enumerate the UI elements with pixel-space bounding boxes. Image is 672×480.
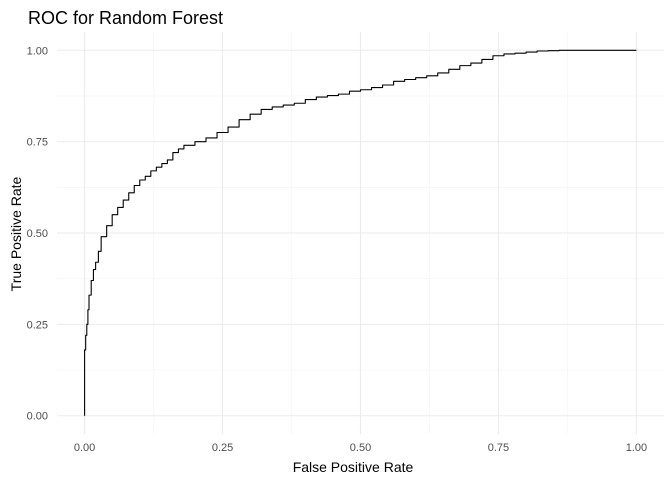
grid (57, 32, 664, 434)
y-tick-label: 0.25 (27, 319, 48, 331)
y-axis-title: True Positive Rate (8, 176, 24, 291)
y-tick-label: 1.00 (27, 45, 48, 57)
roc-curve (84, 49, 637, 416)
y-tick-label: 0.50 (27, 228, 48, 240)
x-tick-label: 0.00 (74, 442, 95, 454)
y-tick-labels: 0.00 0.25 0.50 0.75 1.00 (27, 45, 48, 422)
x-tick-labels: 0.00 0.25 0.50 0.75 1.00 (74, 442, 647, 454)
x-tick-label: 1.00 (626, 442, 647, 454)
chart-title: ROC for Random Forest (28, 8, 223, 28)
x-axis-title: False Positive Rate (293, 459, 414, 475)
y-tick-label: 0.00 (27, 411, 48, 423)
y-tick-label: 0.75 (27, 137, 48, 149)
x-tick-label: 0.25 (212, 442, 233, 454)
x-tick-label: 0.75 (488, 442, 509, 454)
x-tick-label: 0.50 (350, 442, 371, 454)
